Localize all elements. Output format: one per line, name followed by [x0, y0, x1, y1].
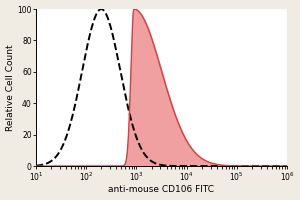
Y-axis label: Relative Cell Count: Relative Cell Count — [6, 44, 15, 131]
X-axis label: anti-mouse CD106 FITC: anti-mouse CD106 FITC — [109, 185, 214, 194]
